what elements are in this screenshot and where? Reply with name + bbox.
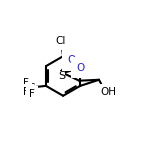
Text: Cl: Cl — [56, 36, 66, 47]
Text: C: C — [28, 83, 35, 92]
Text: S: S — [58, 71, 65, 81]
Text: F: F — [23, 87, 29, 97]
Text: F: F — [23, 78, 29, 88]
Text: OH: OH — [101, 87, 117, 97]
Text: O: O — [67, 55, 75, 65]
Text: O: O — [76, 63, 85, 73]
Text: F: F — [29, 89, 35, 99]
